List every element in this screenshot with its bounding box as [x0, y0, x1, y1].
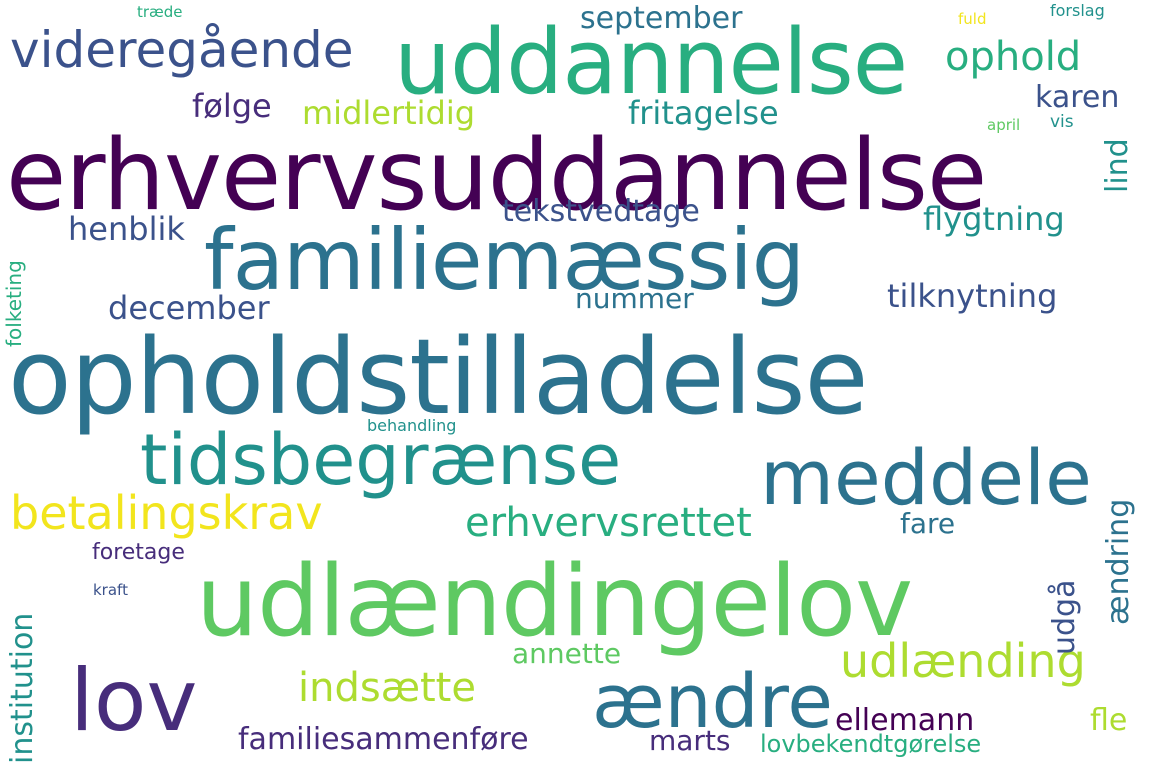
word-institution: institution [5, 612, 40, 764]
word-foelge: følge [192, 87, 272, 125]
word-betalingskrav: betalingskrav [10, 486, 323, 540]
word-lov: lov [70, 651, 198, 751]
word-udgaa: udgå [1047, 579, 1082, 655]
word-lovbekendtgoerelse: lovbekendtgørelse [760, 730, 982, 758]
word-fle: fle [1090, 703, 1128, 738]
word-marts: marts [649, 724, 731, 757]
word-folketing: folketing [2, 260, 26, 347]
word-vis: vis [1050, 112, 1074, 132]
word-foretage: foretage [92, 540, 185, 565]
word-midlertidig: midlertidig [302, 94, 476, 132]
word-udlaending: udlænding [840, 634, 1086, 688]
word-familiemaessig: familiemæssig [204, 211, 805, 309]
word-opholdstilladelse: opholdstilladelse [8, 316, 869, 438]
word-fare: fare [900, 507, 956, 540]
word-aendre: ændre [592, 659, 833, 745]
word-december: december [108, 289, 270, 327]
word-traede: træde [137, 3, 183, 21]
word-erhvervsuddannelse: erhvervsuddannelse [6, 119, 987, 233]
word-uddannelse: uddannelse [394, 10, 908, 115]
word-erhvervsrettet: erhvervsrettet [465, 500, 752, 546]
word-behandling: behandling [367, 416, 457, 435]
word-ellemann: ellemann [835, 703, 975, 738]
word-tidsbegraense: tidsbegrænse [140, 419, 622, 501]
word-forslag: forslag [1050, 1, 1105, 20]
word-tekstvedtage: tekstvedtage [502, 194, 700, 229]
word-april: april [987, 116, 1021, 134]
word-september: september [580, 1, 743, 36]
word-familiesammenfoere: familiesammenføre [238, 722, 529, 757]
word-indsaette: indsætte [298, 665, 476, 711]
word-fritagelse: fritagelse [628, 94, 779, 132]
word-aendring: ændring [1101, 498, 1136, 625]
word-tilknytning: tilknytning [887, 277, 1058, 315]
word-karen: karen [1035, 80, 1120, 115]
word-meddele: meddele [760, 433, 1092, 522]
word-annette: annette [512, 637, 622, 670]
word-flygtning: flygtning [923, 200, 1065, 238]
word-videregaaende: videregående [10, 21, 354, 79]
word-nummer: nummer [575, 282, 694, 315]
word-udlaendingelov: udlændingelov [196, 545, 913, 659]
word-fuld: fuld [958, 10, 987, 28]
word-kraft: kraft [93, 581, 128, 599]
word-henblik: henblik [68, 210, 185, 248]
word-lind: lind [1100, 138, 1135, 193]
word-ophold: ophold [945, 34, 1082, 80]
